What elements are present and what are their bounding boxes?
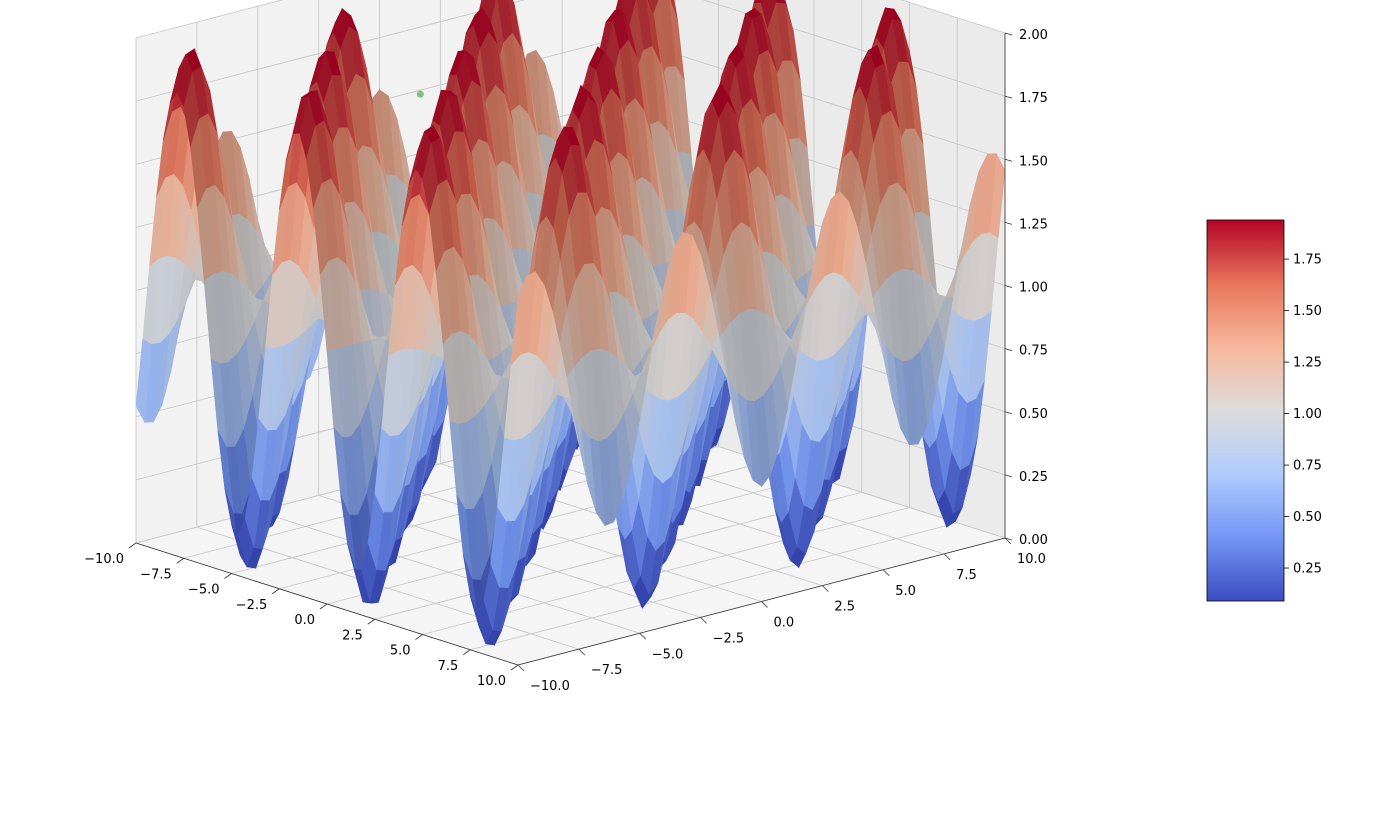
z-tick-label: 1.75	[1019, 91, 1048, 106]
x-tick-label: 7.5	[438, 659, 459, 674]
y-tick	[579, 649, 585, 655]
z-tick-label: 0.00	[1019, 533, 1048, 548]
y-tick	[944, 554, 950, 560]
scatter-marker	[417, 91, 424, 98]
x-tick	[320, 604, 327, 609]
z-tick	[1005, 349, 1012, 351]
y-tick-label: −7.5	[591, 663, 623, 678]
z-tick	[1005, 33, 1012, 35]
x-tick	[463, 650, 470, 655]
x-tick-label: −10.0	[84, 552, 124, 567]
x-tick-label: −5.0	[188, 583, 220, 598]
z-tick	[1005, 286, 1012, 288]
z-tick	[1005, 412, 1012, 414]
x-tick-label: −2.5	[236, 598, 268, 613]
colorbar-tick-label: 0.75	[1293, 459, 1322, 474]
x-tick-label: 10.0	[477, 674, 506, 689]
x-tick	[511, 665, 518, 670]
x-tick-label: 0.0	[294, 613, 315, 628]
x-tick-label: −7.5	[140, 567, 172, 582]
colorbar-tick-label: 1.75	[1293, 253, 1322, 268]
colorbar-tick-label: 0.25	[1293, 562, 1322, 577]
z-tick-label: 2.00	[1019, 28, 1048, 43]
x-tick	[129, 543, 136, 548]
y-tick	[883, 570, 889, 576]
x-tick-label: 2.5	[342, 628, 363, 643]
colorbar-gradient	[1207, 220, 1284, 601]
colorbar-tick-label: 1.00	[1293, 407, 1322, 422]
colorbar: 0.25 0.50 0.75 1.00 1.25 1.50 1.75	[1207, 220, 1322, 601]
y-tick-label: −5.0	[652, 647, 684, 662]
x-tick	[368, 619, 375, 624]
y-tick-label: 10.0	[1017, 552, 1046, 567]
y-tick	[822, 586, 828, 592]
z-tick-label: 0.25	[1019, 470, 1048, 485]
z-tick-label: 1.00	[1019, 281, 1048, 296]
z-tick-label: 1.50	[1019, 154, 1048, 169]
y-tick-label: 5.0	[895, 584, 916, 599]
colorbar-tick-label: 1.50	[1293, 304, 1322, 319]
y-tick	[640, 633, 646, 639]
z-tick-label: 1.25	[1019, 217, 1048, 232]
x-tick	[177, 558, 184, 563]
x-tick	[272, 589, 279, 594]
colorbar-tick-label: 0.50	[1293, 510, 1322, 525]
z-tick-label: 0.75	[1019, 344, 1048, 359]
y-tick	[518, 665, 524, 671]
y-tick-label: 7.5	[956, 568, 977, 583]
y-tick	[701, 617, 707, 623]
y-tick-label: 2.5	[834, 600, 855, 615]
z-tick	[1005, 222, 1012, 224]
x-tick	[225, 574, 232, 579]
z-tick	[1005, 475, 1012, 477]
colorbar-tick-label: 1.25	[1293, 356, 1322, 371]
y-tick-label: −10.0	[530, 679, 570, 694]
x-tick-label: 5.0	[390, 644, 411, 659]
z-tick-label: 0.50	[1019, 407, 1048, 422]
y-tick-label: −2.5	[713, 631, 745, 646]
z-tick	[1005, 159, 1012, 161]
y-tick-label: 0.0	[774, 616, 795, 631]
x-tick	[416, 635, 423, 640]
y-tick	[762, 602, 768, 608]
z-tick	[1005, 96, 1012, 98]
